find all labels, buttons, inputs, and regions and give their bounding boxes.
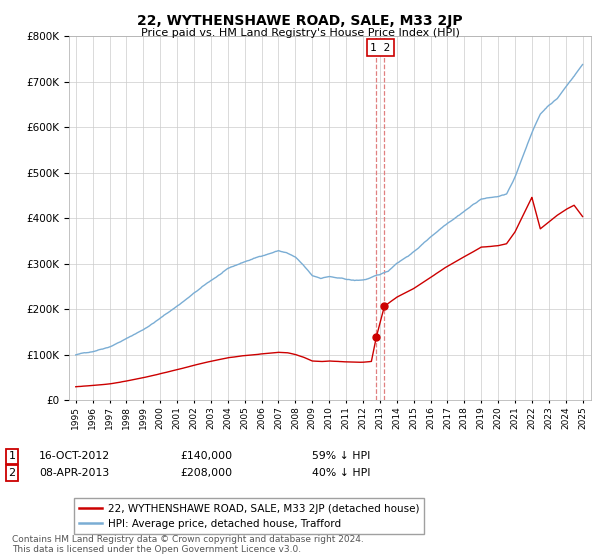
Text: 22, WYTHENSHAWE ROAD, SALE, M33 2JP: 22, WYTHENSHAWE ROAD, SALE, M33 2JP <box>137 14 463 28</box>
Text: 1: 1 <box>8 451 16 461</box>
Text: Contains HM Land Registry data © Crown copyright and database right 2024.
This d: Contains HM Land Registry data © Crown c… <box>12 535 364 554</box>
Text: £140,000: £140,000 <box>180 451 232 461</box>
Text: 08-APR-2013: 08-APR-2013 <box>39 468 109 478</box>
Text: 2: 2 <box>8 468 16 478</box>
Text: 59% ↓ HPI: 59% ↓ HPI <box>312 451 370 461</box>
Legend: 22, WYTHENSHAWE ROAD, SALE, M33 2JP (detached house), HPI: Average price, detach: 22, WYTHENSHAWE ROAD, SALE, M33 2JP (det… <box>74 498 424 534</box>
Text: 40% ↓ HPI: 40% ↓ HPI <box>312 468 371 478</box>
Text: Price paid vs. HM Land Registry's House Price Index (HPI): Price paid vs. HM Land Registry's House … <box>140 28 460 38</box>
Text: £208,000: £208,000 <box>180 468 232 478</box>
Text: 1 2: 1 2 <box>370 43 391 53</box>
Text: 16-OCT-2012: 16-OCT-2012 <box>39 451 110 461</box>
